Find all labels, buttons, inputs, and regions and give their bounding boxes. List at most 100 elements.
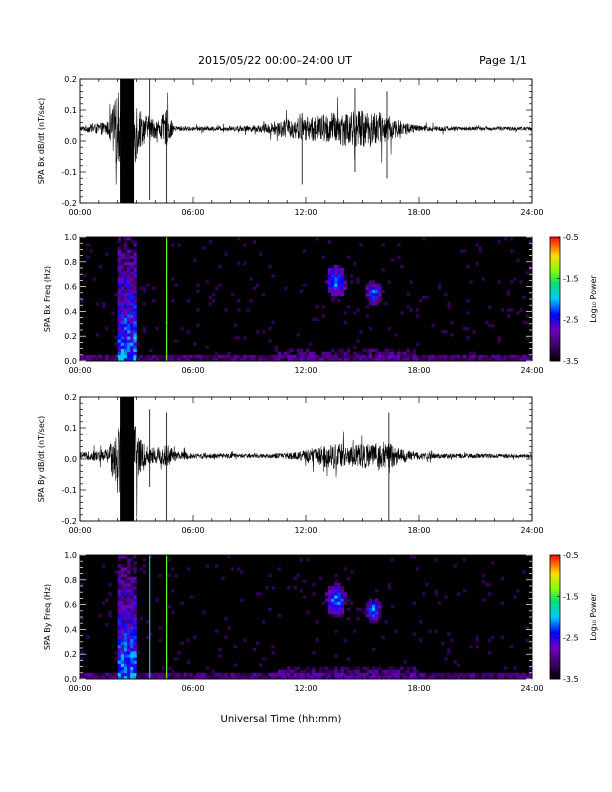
spectrogram-cell [101, 564, 106, 568]
spectrogram-cell [230, 675, 235, 680]
spectrogram-cell [478, 246, 483, 250]
spectrogram-cell [481, 675, 486, 680]
spectrogram-cell [343, 567, 348, 571]
x-tick-label: 12:00 [294, 366, 317, 375]
spectrogram-cell [130, 579, 134, 584]
spectrogram-cell [324, 675, 329, 680]
x-tick-label: 18:00 [407, 526, 430, 535]
spectrogram-cell [393, 333, 398, 337]
spectrogram-cell [437, 354, 442, 359]
spectrogram-cell [117, 675, 122, 680]
spectrogram-cell [371, 672, 376, 677]
spectrogram-cell [293, 666, 297, 670]
spectrogram-cell [133, 675, 137, 680]
spectrogram-cell [462, 249, 467, 253]
spectrogram-cell [149, 672, 153, 677]
spectrogram-cell [510, 237, 514, 241]
spectrogram-cell [393, 672, 398, 677]
spectrogram-cell [368, 354, 373, 359]
spectrogram-cell [365, 286, 370, 290]
spectrogram-cell [340, 277, 344, 281]
spectrogram-cell [130, 348, 134, 352]
spectrogram-cell [425, 354, 429, 359]
spectrogram-cell [227, 357, 231, 362]
spectrogram-cell [136, 672, 140, 677]
spectrogram-cell [105, 354, 109, 359]
spectrogram-cell [236, 299, 241, 303]
spectrogram-cell [337, 586, 341, 590]
colorbar-swatch [550, 241, 560, 244]
spectrogram-cell [277, 675, 282, 680]
spectrogram-cell [362, 666, 366, 670]
spectrogram-cell [528, 357, 533, 362]
spectrogram-cell [337, 264, 341, 269]
spectrogram-cell [130, 308, 134, 312]
spectrogram-cell [130, 607, 134, 612]
spectrogram-cell [368, 675, 373, 680]
spectrogram-cell [98, 672, 103, 677]
spectrogram-cell [117, 348, 122, 352]
spectrogram-cell [117, 255, 122, 259]
spectrogram-cell [327, 604, 332, 608]
spectrogram-cell [481, 598, 486, 602]
spectrogram-cell [258, 357, 263, 362]
spectrogram-cell [368, 292, 373, 297]
spectrogram-cell [120, 336, 125, 340]
spectrogram-cell [513, 675, 517, 680]
colorbar-swatch [550, 290, 560, 294]
spectrogram-cell [488, 323, 492, 328]
colorbar-swatch [550, 272, 560, 275]
spectrogram-cell [127, 336, 131, 340]
spectrogram-cell [359, 672, 363, 677]
spectrogram-cell [155, 672, 159, 677]
spectrogram-cell [406, 669, 410, 674]
spectrogram-cell [312, 592, 316, 596]
spectrogram-cell [258, 675, 263, 680]
spectrogram-cell [349, 570, 354, 574]
spectrogram-cell [105, 623, 109, 627]
spectrogram-cell [117, 582, 122, 587]
spectrogram-cell [503, 357, 508, 362]
spectrogram-cell [375, 589, 379, 593]
spectrogram-cell [120, 330, 125, 334]
spectrogram-cell [296, 357, 301, 362]
spectrogram-cell [343, 274, 348, 278]
spectrogram-cell [86, 635, 90, 639]
spectrogram-cell [117, 589, 122, 593]
colorbar-swatch [550, 299, 560, 302]
spectrogram-cell [484, 320, 489, 325]
spectrogram-cell [127, 299, 131, 303]
spectrogram-cell [381, 669, 385, 674]
spectrogram-cell [83, 354, 87, 359]
spectrogram-cell [249, 354, 253, 359]
spectrogram-cell [353, 357, 357, 362]
spectrogram-cell [123, 610, 128, 615]
spectrogram-cell [431, 675, 435, 680]
spectrogram-cell [306, 669, 310, 674]
spectrogram-cell [327, 286, 332, 290]
spectrogram-cell [142, 354, 147, 359]
spectrogram-cell [117, 558, 122, 562]
spectrogram-cell [130, 641, 134, 646]
spectrogram-cell [368, 299, 373, 303]
spectrogram-cell [434, 629, 439, 633]
spectrogram-cell [236, 672, 241, 677]
spectrogram-cell [444, 595, 448, 599]
spectrogram-cell [365, 357, 370, 362]
spectrogram-cell [462, 354, 467, 359]
spectrogram-cell [211, 299, 216, 303]
spectrogram-cell [196, 672, 200, 677]
spectrogram-cell [362, 357, 366, 362]
colorbar-tick-label: -0.5 [563, 551, 579, 560]
spectrogram-cell [123, 654, 128, 658]
spectrogram-cell [221, 672, 225, 677]
spectrogram-cell [293, 576, 297, 581]
spectrogram-cell [117, 644, 122, 649]
spectrogram-cell [258, 354, 263, 359]
x-tick-label: 18:00 [407, 366, 430, 375]
spectrogram-cell [120, 302, 125, 306]
spectrogram-cell [268, 339, 272, 343]
spectrogram-cell [205, 357, 209, 362]
spectrogram-cell [381, 268, 385, 272]
colorbar-swatch [550, 581, 560, 585]
